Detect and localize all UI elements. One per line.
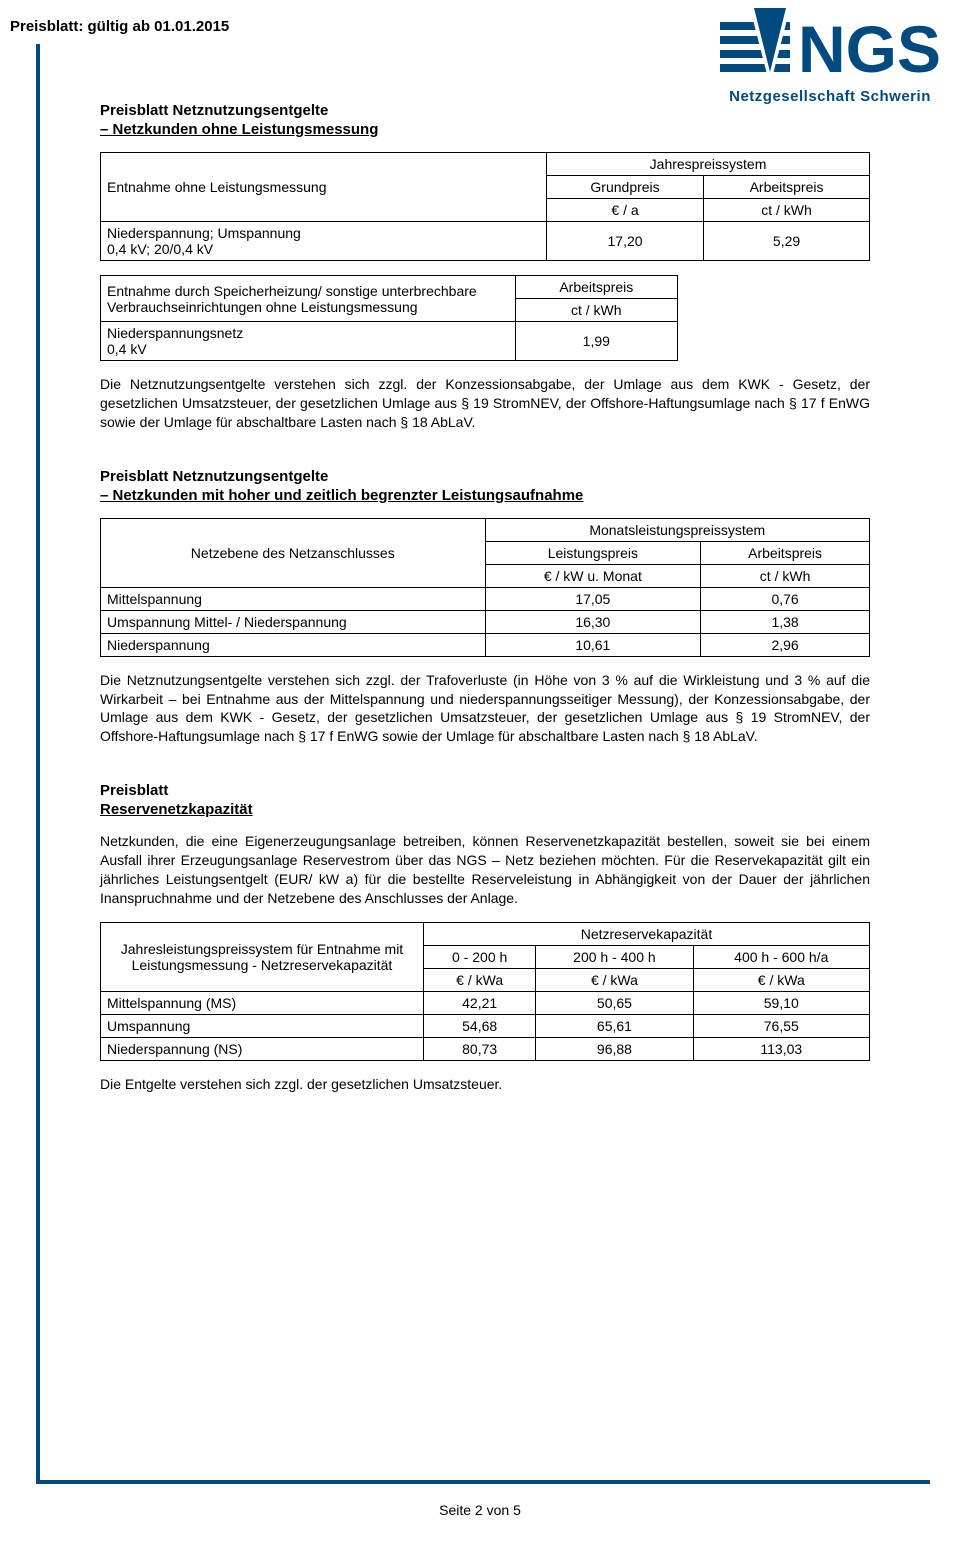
t4-head: Netzreservekapazität [423, 922, 869, 945]
t3-r1-l: Umspannung Mittel- / Niederspannung [101, 610, 486, 633]
section3-sub: Reservenetzkapazität [100, 801, 870, 818]
t1-u1: € / a [547, 199, 704, 222]
t4-r2-v3: 113,03 [693, 1037, 869, 1060]
logo: NGS Netzgesellschaft Schwerin [720, 8, 940, 105]
t4-u2: € / kWa [536, 968, 693, 991]
table-row: Mittelspannung 17,05 0,76 [101, 587, 870, 610]
t1-c2: Arbeitspreis [704, 176, 870, 199]
t3-c2: Arbeitspreis [701, 541, 870, 564]
t1-head: Jahrespreissystem [547, 153, 870, 176]
t4-r2-v1: 80,73 [423, 1037, 535, 1060]
section3-para2: Die Entgelte verstehen sich zzgl. der ge… [100, 1075, 870, 1094]
t3-head: Monatsleistungspreissystem [485, 518, 870, 541]
t3-u1: € / kW u. Monat [485, 564, 701, 587]
table-row: Mittelspannung (MS) 42,21 50,65 59,10 [101, 991, 870, 1014]
section3-para: Netzkunden, die eine Eigenerzeugungsanla… [100, 832, 870, 908]
t4-c3: 400 h - 600 h/a [693, 945, 869, 968]
section2-sub: – Netzkunden mit hoher und zeitlich begr… [100, 487, 870, 504]
section2-title: Preisblatt Netznutzungsentgelte [100, 468, 870, 485]
svg-text:NGS: NGS [798, 12, 940, 86]
page-footer: Seite 2 von 5 [0, 1484, 960, 1518]
table-monatsleistung: Netzebene des Netzanschlusses Monatsleis… [100, 518, 870, 657]
t4-r1-v2: 65,61 [536, 1014, 693, 1037]
page: Preisblatt: gültig ab 01.01.2015 NGS Net… [36, 44, 930, 1484]
t4-r1-l: Umspannung [101, 1014, 424, 1037]
t2-r1: Entnahme durch Speicherheizung/ sonstige… [101, 276, 516, 322]
t3-r2-l: Niederspannung [101, 633, 486, 656]
section3-title: Preisblatt [100, 782, 870, 799]
t1-rowlabel: Entnahme ohne Leistungsmessung [101, 153, 547, 222]
t3-r1-v2: 1,38 [701, 610, 870, 633]
t3-r1-v1: 16,30 [485, 610, 701, 633]
t1-c1: Grundpreis [547, 176, 704, 199]
t3-c1: Leistungspreis [485, 541, 701, 564]
t2-v1: 1,99 [516, 322, 677, 361]
table-speicherheizung: Entnahme durch Speicherheizung/ sonstige… [100, 275, 678, 361]
t4-u1: € / kWa [423, 968, 535, 991]
ngs-logo-icon: NGS [720, 8, 940, 86]
table-ohne-leistungsmessung: Entnahme ohne Leistungsmessung Jahrespre… [100, 152, 870, 261]
logo-subtitle: Netzgesellschaft Schwerin [720, 88, 940, 105]
t3-r2-v2: 2,96 [701, 633, 870, 656]
t4-r1-v1: 54,68 [423, 1014, 535, 1037]
table-reservekapazitaet: Jahresleistungspreissystem für Entnahme … [100, 922, 870, 1061]
t4-r2-v2: 96,88 [536, 1037, 693, 1060]
t4-u3: € / kWa [693, 968, 869, 991]
t3-rowlabel: Netzebene des Netzanschlusses [101, 518, 486, 587]
section1-para: Die Netznutzungsentgelte verstehen sich … [100, 375, 870, 432]
t4-r0-v1: 42,21 [423, 991, 535, 1014]
t3-r2-v1: 10,61 [485, 633, 701, 656]
t1-v1: 17,20 [547, 222, 704, 261]
t4-rowlabel: Jahresleistungspreissystem für Entnahme … [101, 922, 424, 991]
t4-c1: 0 - 200 h [423, 945, 535, 968]
header-label: Preisblatt: gültig ab 01.01.2015 [10, 18, 229, 35]
table-row: Niederspannung (NS) 80,73 96,88 113,03 [101, 1037, 870, 1060]
table-row: Umspannung 54,68 65,61 76,55 [101, 1014, 870, 1037]
t3-r0-v1: 17,05 [485, 587, 701, 610]
table-row: Niederspannung 10,61 2,96 [101, 633, 870, 656]
t4-r0-v2: 50,65 [536, 991, 693, 1014]
t3-r0-v2: 0,76 [701, 587, 870, 610]
t1-v2: 5,29 [704, 222, 870, 261]
t4-r0-v3: 59,10 [693, 991, 869, 1014]
t4-c2: 200 h - 400 h [536, 945, 693, 968]
t1-u2: ct / kWh [704, 199, 870, 222]
section1-sub: – Netzkunden ohne Leistungsmessung [100, 121, 870, 138]
t3-r0-l: Mittelspannung [101, 587, 486, 610]
section2-para: Die Netznutzungsentgelte verstehen sich … [100, 671, 870, 747]
t4-r2-l: Niederspannung (NS) [101, 1037, 424, 1060]
t3-u2: ct / kWh [701, 564, 870, 587]
t2-u1: ct / kWh [516, 299, 677, 322]
t4-r1-v3: 76,55 [693, 1014, 869, 1037]
t1-r1: Niederspannung; Umspannung 0,4 kV; 20/0,… [101, 222, 547, 261]
table-row: Umspannung Mittel- / Niederspannung 16,3… [101, 610, 870, 633]
t2-r2: Niederspannungsnetz 0,4 kV [101, 322, 516, 361]
t2-c1: Arbeitspreis [516, 276, 677, 299]
t4-r0-l: Mittelspannung (MS) [101, 991, 424, 1014]
